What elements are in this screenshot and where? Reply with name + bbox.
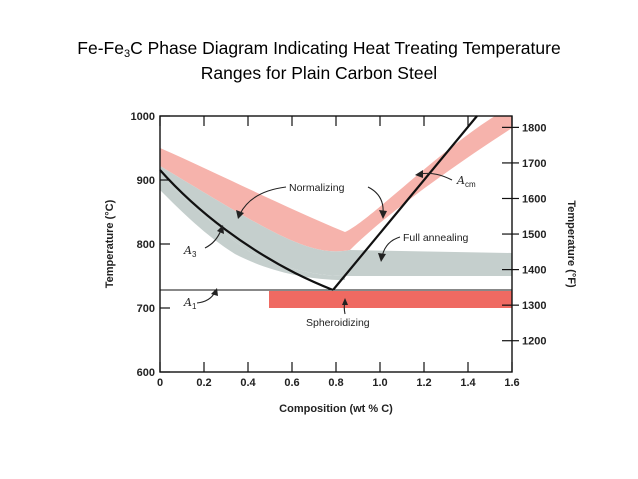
x-tick-label: 0.4 (240, 377, 256, 389)
y-right-tick-label: 1600 (522, 193, 546, 205)
a1-arrowhead (211, 288, 218, 296)
y-right-tick-label: 1500 (522, 229, 546, 241)
y-right-tick-labels: 1200 1300 1400 1500 1600 1700 1800 (522, 122, 546, 347)
x-tick-label: 1.4 (460, 377, 476, 389)
acm-label: Acm (456, 174, 476, 189)
normalizing-label: Normalizing (289, 182, 345, 194)
a3-line (159, 169, 334, 292)
normalizing-right-arrowhead (379, 210, 387, 219)
spheroidizing-band (269, 291, 512, 308)
x-tick-label: 1.6 (504, 377, 519, 389)
y-right-tick-label: 1400 (522, 265, 546, 277)
normalizing-left-arrowhead (236, 210, 244, 219)
x-axis-label: Composition (wt % C) (279, 403, 393, 415)
full-annealing-band-upper (160, 166, 512, 276)
acm-arrowhead (415, 170, 423, 178)
full-annealing-arrowhead (378, 253, 386, 262)
y-left-tick-label: 1000 (131, 111, 155, 123)
y-left-tick-labels: 600 700 800 900 1000 (131, 111, 155, 379)
y-left-tick-label: 700 (137, 303, 155, 315)
full-annealing-band-lower (160, 176, 345, 280)
a3-label: A3 (183, 244, 197, 259)
y-left-axis: 600 700 800 900 1000 Temperature (°C) (104, 111, 170, 379)
title-line-2: Ranges for Plain Carbon Steel (200, 63, 438, 83)
full-annealing-label: Full annealing (403, 232, 469, 244)
y-right-tick-marks (502, 126, 519, 342)
y-left-tick-label: 900 (137, 175, 155, 187)
spheroidizing-label: Spheroidizing (306, 317, 370, 329)
x-tick-label: 0 (157, 377, 163, 389)
x-tick-labels: 0 0.2 0.4 0.6 0.8 1.0 1.2 1.4 1.6 (157, 377, 520, 389)
a1-label: A1 (183, 296, 197, 311)
spheroidizing-arrowhead (342, 298, 348, 305)
slide-title: Fe-Fe3C Phase Diagram Indicating Heat Tr… (0, 36, 638, 86)
x-tick-label: 0.8 (328, 377, 343, 389)
x-axis: 0 0.2 0.4 0.6 0.8 1.0 1.2 1.4 1.6 Composition (w… (157, 116, 520, 415)
y-right-tick-label: 1800 (522, 122, 546, 134)
y-right-axis: 1200 1300 1400 1500 1600 1700 1800 Temperature… (502, 122, 577, 348)
y-right-tick-label: 1300 (522, 300, 546, 312)
x-tick-label: 1.0 (372, 377, 387, 389)
y-right-tick-label: 1700 (522, 158, 546, 170)
x-tick-label: 0.2 (196, 377, 211, 389)
title-line-1: Fe-Fe3C Phase Diagram Indicating Heat Tr… (77, 38, 561, 60)
normalizing-arrow-left (239, 186, 287, 215)
y-right-tick-label: 1200 (522, 336, 546, 348)
x-tick-marks (159, 116, 513, 372)
normalizing-band (160, 116, 512, 252)
x-tick-label: 0.6 (284, 377, 299, 389)
y-left-tick-label: 800 (137, 239, 155, 251)
y-left-axis-label: Temperature (°C) (104, 199, 116, 288)
x-tick-label: 1.2 (416, 377, 431, 389)
y-right-axis-label: Temperature (°F) (565, 200, 577, 288)
annotation-arrowheads (211, 170, 423, 305)
y-left-tick-label: 600 (137, 367, 155, 379)
y-left-tick-marks (160, 115, 170, 373)
acm-line (332, 115, 478, 291)
a3-arrowhead (217, 225, 224, 234)
